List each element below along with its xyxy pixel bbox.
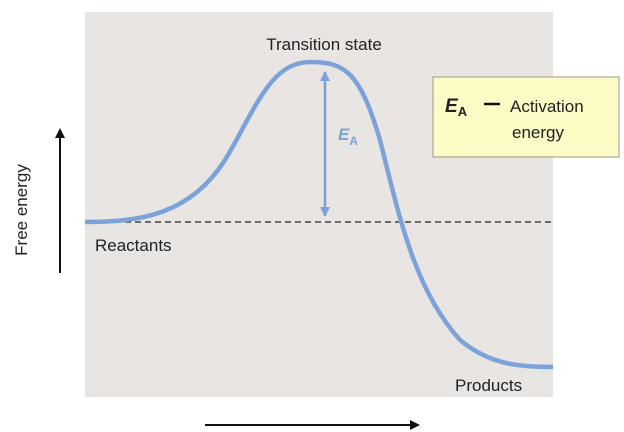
energy-curve bbox=[84, 59, 554, 370]
arrow-label-subscript: A bbox=[349, 134, 358, 148]
arrow-label: EA bbox=[338, 125, 358, 148]
key-symbol: EA bbox=[445, 96, 468, 119]
products-label: Products bbox=[455, 376, 522, 395]
key-symbol-subscript: A bbox=[458, 104, 468, 119]
plot-background bbox=[85, 12, 553, 397]
key-text: energy bbox=[512, 123, 564, 142]
key-symbol-letter: E bbox=[445, 96, 459, 117]
y-axis-label: Free energy bbox=[12, 164, 31, 256]
arrow-label-symbol: E bbox=[338, 125, 350, 144]
transition-state-label: Transition state bbox=[266, 35, 382, 54]
reactants-label: Reactants bbox=[95, 236, 172, 255]
key-box bbox=[432, 76, 620, 158]
key-text: Activation bbox=[510, 97, 584, 116]
